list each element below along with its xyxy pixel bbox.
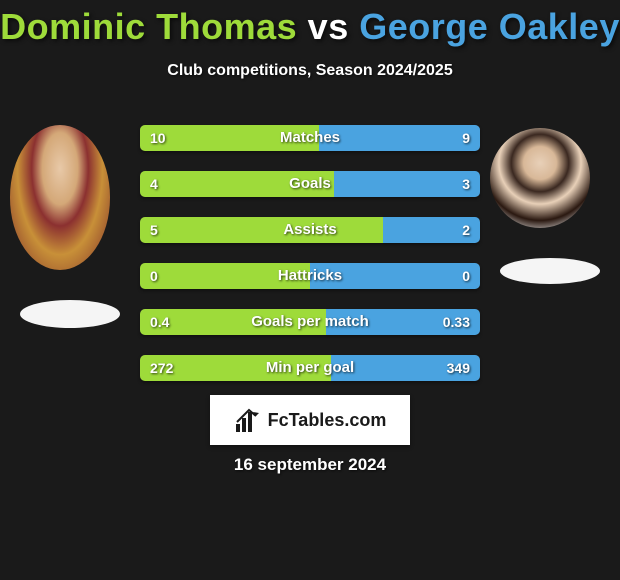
- bar-fill-right: [331, 355, 480, 381]
- bar-fill-right: [310, 263, 480, 289]
- avatar-shadow-right: [500, 258, 600, 284]
- avatar-shadow-left: [20, 300, 120, 328]
- stat-row: 0.40.33Goals per match: [140, 309, 480, 335]
- bar-fill-right: [319, 125, 480, 151]
- stat-row: 52Assists: [140, 217, 480, 243]
- player-avatar-right: [490, 128, 590, 228]
- stat-row: 272349Min per goal: [140, 355, 480, 381]
- stat-row: 43Goals: [140, 171, 480, 197]
- page-title: Dominic Thomas vs George Oakley: [0, 0, 620, 48]
- bar-fill-left: [140, 171, 334, 197]
- bar-fill-left: [140, 125, 319, 151]
- bar-fill-right: [326, 309, 480, 335]
- bar-fill-right: [383, 217, 480, 243]
- brand-text: FcTables.com: [268, 410, 387, 431]
- title-player1: Dominic Thomas: [0, 6, 297, 47]
- title-vs: vs: [297, 6, 359, 47]
- bar-fill-left: [140, 309, 326, 335]
- bar-fill-right: [334, 171, 480, 197]
- stat-row: 109Matches: [140, 125, 480, 151]
- brand-box[interactable]: FcTables.com: [210, 395, 410, 445]
- bar-fill-left: [140, 263, 310, 289]
- comparison-bars: 109Matches 43Goals 52Assists 00Hattricks 0.4…: [140, 125, 480, 401]
- fctables-logo-icon: [234, 406, 262, 434]
- title-player2: George Oakley: [359, 6, 620, 47]
- bar-fill-left: [140, 355, 331, 381]
- subtitle: Club competitions, Season 2024/2025: [0, 62, 620, 80]
- date-label: 16 september 2024: [0, 455, 620, 475]
- stat-row: 00Hattricks: [140, 263, 480, 289]
- player-avatar-left: [10, 125, 110, 270]
- bar-fill-left: [140, 217, 383, 243]
